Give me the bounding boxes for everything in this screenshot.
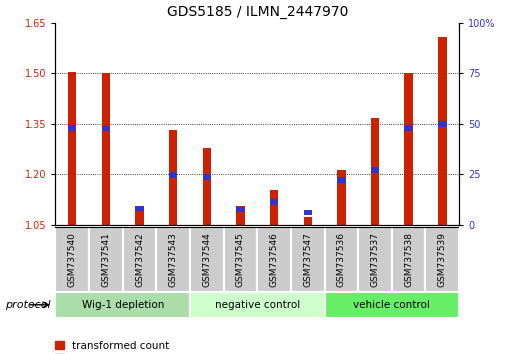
Bar <box>304 217 312 225</box>
Text: negative control: negative control <box>214 300 300 310</box>
Text: GSM737543: GSM737543 <box>169 232 177 287</box>
Bar <box>68 72 76 225</box>
Bar <box>337 177 346 183</box>
Bar <box>325 227 358 292</box>
Bar <box>203 175 211 180</box>
Text: vehicle control: vehicle control <box>353 300 430 310</box>
Text: protocol: protocol <box>5 300 51 310</box>
Bar <box>224 227 257 292</box>
Bar <box>337 170 346 225</box>
Bar <box>257 227 291 292</box>
Bar <box>68 125 76 131</box>
Text: GSM737536: GSM737536 <box>337 232 346 287</box>
Bar <box>371 118 379 225</box>
Bar <box>270 199 278 205</box>
Bar <box>236 207 245 212</box>
Text: GSM737547: GSM737547 <box>303 232 312 287</box>
Title: GDS5185 / ILMN_2447970: GDS5185 / ILMN_2447970 <box>167 5 348 19</box>
Bar <box>102 126 110 131</box>
Bar <box>135 206 144 211</box>
Bar <box>169 130 177 225</box>
Text: GSM737539: GSM737539 <box>438 232 447 287</box>
Bar <box>404 125 413 131</box>
Bar <box>291 227 325 292</box>
Text: GSM737544: GSM737544 <box>202 232 211 287</box>
Legend: transformed count, percentile rank within the sample: transformed count, percentile rank withi… <box>55 341 248 354</box>
Text: GSM737538: GSM737538 <box>404 232 413 287</box>
Bar <box>304 210 312 215</box>
Bar <box>89 227 123 292</box>
Bar <box>392 227 425 292</box>
Bar <box>371 167 379 173</box>
Bar <box>203 148 211 225</box>
Bar <box>55 227 89 292</box>
Text: GSM737545: GSM737545 <box>236 232 245 287</box>
Bar <box>190 292 325 318</box>
Bar <box>438 121 446 127</box>
Bar <box>404 73 413 225</box>
Text: GSM737542: GSM737542 <box>135 232 144 287</box>
Text: Wig-1 depletion: Wig-1 depletion <box>82 300 164 310</box>
Bar <box>236 206 245 225</box>
Bar <box>425 227 459 292</box>
Bar <box>156 227 190 292</box>
Bar <box>102 73 110 225</box>
Text: GSM737541: GSM737541 <box>102 232 110 287</box>
Bar <box>358 227 392 292</box>
Bar <box>135 206 144 225</box>
Text: GSM737546: GSM737546 <box>270 232 279 287</box>
Text: GSM737537: GSM737537 <box>370 232 380 287</box>
Bar <box>438 38 446 225</box>
Bar <box>169 172 177 178</box>
Text: GSM737540: GSM737540 <box>68 232 77 287</box>
Bar <box>55 292 190 318</box>
Bar <box>325 292 459 318</box>
Bar <box>123 227 156 292</box>
Bar <box>190 227 224 292</box>
Bar <box>270 190 278 225</box>
